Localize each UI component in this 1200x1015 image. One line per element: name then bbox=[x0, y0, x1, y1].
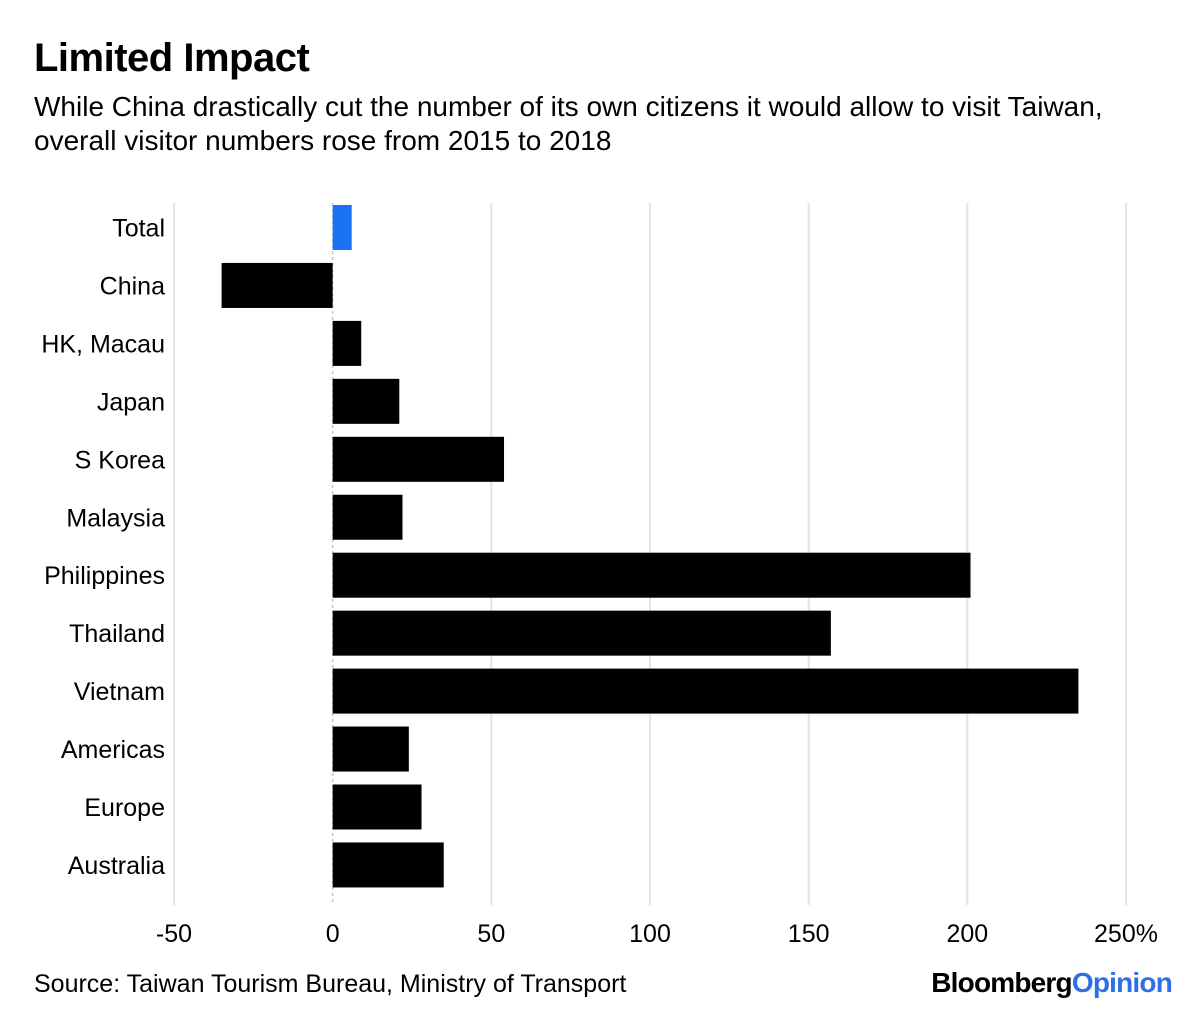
bar bbox=[332, 552, 971, 598]
category-label: HK, Macau bbox=[41, 330, 165, 358]
x-tick-label: 0 bbox=[326, 920, 340, 948]
x-tick-label: 50 bbox=[477, 920, 505, 948]
bar bbox=[332, 610, 831, 656]
brand-primary: Bloomberg bbox=[931, 967, 1072, 998]
bar bbox=[332, 726, 409, 772]
bars bbox=[221, 205, 1079, 888]
category-label: Europe bbox=[84, 794, 165, 822]
x-tick-label: 200 bbox=[946, 920, 988, 948]
bar bbox=[332, 842, 444, 888]
x-tick-label: 150 bbox=[788, 920, 830, 948]
category-label: China bbox=[100, 272, 165, 300]
brand-logo: BloombergOpinion bbox=[931, 967, 1173, 999]
x-tick-label: 100 bbox=[629, 920, 671, 948]
category-label: Australia bbox=[68, 852, 165, 880]
bar bbox=[332, 668, 1079, 714]
brand-secondary: Opinion bbox=[1071, 967, 1173, 998]
x-tick-label: 250% bbox=[1094, 920, 1158, 948]
category-label: Americas bbox=[61, 736, 165, 764]
source-note: Source: Taiwan Tourism Bureau, Ministry … bbox=[34, 970, 627, 998]
bar-highlight bbox=[332, 205, 352, 250]
category-label: Thailand bbox=[69, 620, 165, 648]
category-label: S Korea bbox=[75, 446, 165, 474]
bar bbox=[221, 262, 333, 308]
x-axis-ticks: -50 0 50 100 150 200 250% bbox=[156, 920, 1158, 948]
category-label: Philippines bbox=[44, 562, 165, 590]
category-labels: Total China HK, Macau Japan S Korea Malaysia P… bbox=[41, 215, 165, 880]
chart-subtitle: While China drastically cut the number o… bbox=[34, 91, 1103, 156]
bar-chart: Total China HK, Macau Japan S Korea Malaysia P… bbox=[41, 203, 1158, 948]
x-tick-label: -50 bbox=[156, 920, 192, 948]
bar bbox=[332, 436, 505, 482]
bar bbox=[332, 784, 422, 830]
bar bbox=[332, 378, 400, 424]
category-label: Malaysia bbox=[66, 504, 165, 532]
category-label: Japan bbox=[97, 388, 165, 416]
chart-title: Limited Impact bbox=[34, 36, 310, 80]
bar bbox=[332, 494, 403, 540]
category-label: Vietnam bbox=[74, 678, 165, 706]
bar bbox=[332, 320, 362, 366]
category-label: Total bbox=[112, 215, 165, 243]
